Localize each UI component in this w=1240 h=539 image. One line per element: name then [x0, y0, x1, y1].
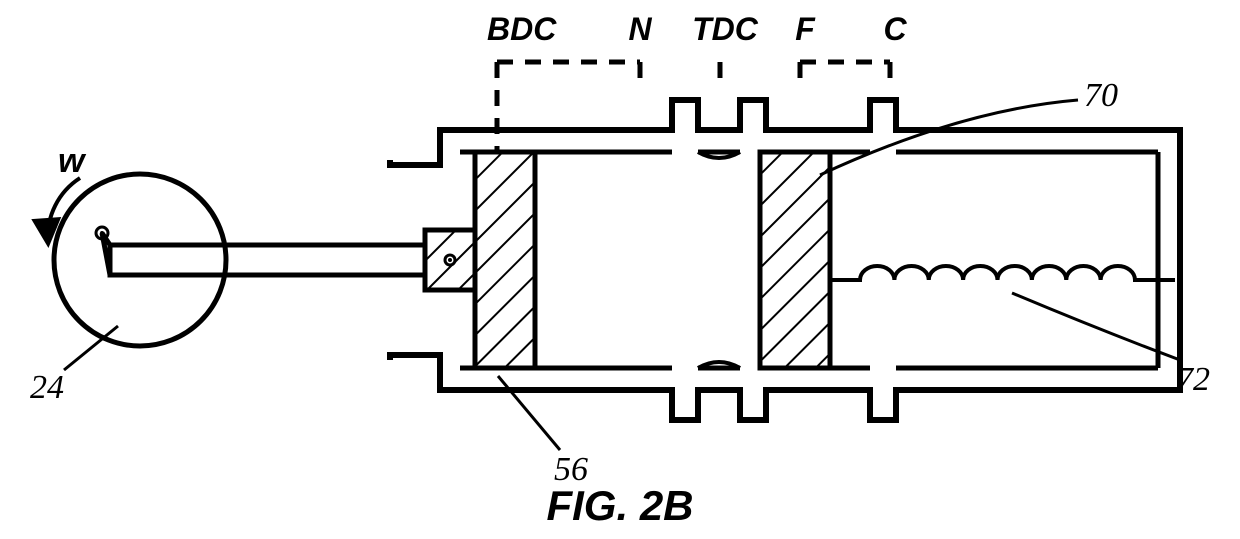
wrist-pin-dot	[448, 258, 452, 262]
label-N: N	[628, 11, 652, 47]
piston-right	[760, 152, 830, 368]
callout-24: 24	[30, 369, 64, 406]
label-C: C	[883, 11, 907, 47]
coil-spring	[830, 266, 1175, 280]
label-w: w	[58, 142, 87, 180]
leader	[1012, 293, 1180, 360]
figure-title: FIG. 2B	[546, 482, 693, 529]
label-TDC: TDC	[692, 11, 759, 47]
label-F: F	[795, 11, 816, 47]
connecting-rod	[110, 245, 475, 275]
callout-70: 70	[1084, 77, 1118, 114]
label-BDC: BDC	[487, 11, 557, 47]
rotation-arrow	[48, 178, 80, 242]
callout-72: 72	[1176, 361, 1210, 398]
leader	[820, 100, 1078, 175]
piston-left	[475, 152, 535, 368]
